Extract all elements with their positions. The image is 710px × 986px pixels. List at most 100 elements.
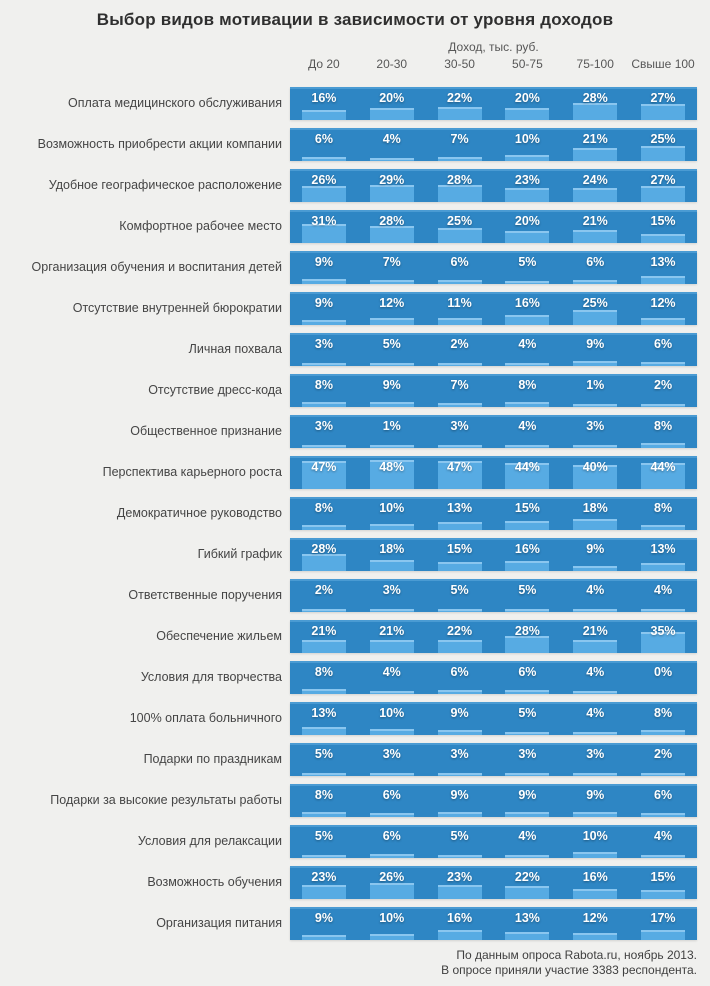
row-label: Подарки по праздникам: [143, 752, 282, 766]
value-cell: 0%: [629, 661, 697, 694]
value-bar: [301, 934, 346, 940]
value-text: 11%: [447, 296, 472, 310]
value-cell: 8%: [493, 374, 561, 407]
value-text: 5%: [314, 747, 333, 761]
value-bar: [369, 401, 414, 407]
row-band: 5% 6% 5% 4% 10% 4%: [290, 825, 697, 858]
value-cell: 15%: [426, 538, 494, 571]
row-label: Перспектива карьерного роста: [102, 465, 282, 479]
value-bar: [301, 402, 346, 407]
value-bar: [573, 103, 618, 120]
row-label: Комфортное рабочее место: [119, 219, 282, 233]
value-text: 0%: [654, 665, 673, 679]
value-cell: 3%: [358, 579, 426, 612]
value-cell: 3%: [290, 415, 358, 448]
value-cell: 3%: [290, 333, 358, 366]
value-text: 3%: [586, 419, 605, 433]
value-cell: 40%: [561, 456, 629, 489]
table-row: Демократичное руководство 8% 10% 13% 15% 18% 8…: [0, 497, 710, 530]
column-label: Свыше 100: [631, 57, 695, 71]
value-text: 3%: [586, 747, 605, 761]
value-text: 6%: [314, 132, 333, 146]
value-bar: [301, 525, 346, 530]
value-cell: 15%: [493, 497, 561, 530]
value-text: 13%: [650, 542, 676, 556]
value-cell: 5%: [290, 743, 358, 776]
row-label: Организация питания: [156, 916, 282, 930]
value-bar: [573, 280, 618, 284]
value-cell: 9%: [426, 702, 494, 735]
value-bar: [573, 404, 618, 407]
value-text: 27%: [650, 173, 676, 187]
value-cell: 12%: [629, 292, 697, 325]
value-text: 1%: [586, 378, 605, 392]
value-text: 28%: [311, 542, 337, 556]
value-text: 26%: [379, 870, 405, 884]
value-text: 4%: [518, 419, 537, 433]
value-bar: [641, 146, 686, 161]
value-cell: 6%: [426, 251, 494, 284]
value-cell: 8%: [290, 661, 358, 694]
table-row: Отсутствие дресс-кода 8% 9% 7% 8% 1% 2%: [0, 374, 710, 407]
row-band: 6% 4% 7% 10% 21% 25%: [290, 128, 697, 161]
value-text: 5%: [314, 829, 333, 843]
value-text: 10%: [514, 132, 540, 146]
row-band: 21% 21% 22% 28% 21% 35%: [290, 620, 697, 653]
value-cell: 7%: [426, 374, 494, 407]
value-text: 9%: [450, 788, 469, 802]
value-cell: 16%: [290, 87, 358, 120]
value-text: 4%: [586, 583, 605, 597]
value-cell: 4%: [493, 333, 561, 366]
row-label: Ответственные поручения: [128, 588, 282, 602]
value-cell: 1%: [358, 415, 426, 448]
value-cell: 11%: [426, 292, 494, 325]
value-text: 28%: [514, 624, 540, 638]
value-cell: 6%: [629, 333, 697, 366]
table-row: Условия для творчества 8% 4% 6% 6% 4% 0%: [0, 661, 710, 694]
row-label: Удобное географическое расположение: [48, 178, 282, 192]
value-cell: 6%: [629, 784, 697, 817]
value-bar: [301, 445, 346, 448]
value-text: 21%: [582, 624, 608, 638]
row-band: 8% 6% 9% 9% 9% 6%: [290, 784, 697, 817]
value-cell: 7%: [358, 251, 426, 284]
value-text: 9%: [314, 296, 333, 310]
value-text: 4%: [518, 829, 537, 843]
value-bar: [573, 640, 618, 653]
value-cell: 47%: [290, 456, 358, 489]
value-bar: [505, 561, 550, 571]
value-bar: [505, 932, 550, 940]
value-cell: 9%: [290, 292, 358, 325]
value-text: 16%: [514, 542, 540, 556]
table-row: Возможность обучения 23% 26% 23% 22% 16% 15%: [0, 866, 710, 899]
value-text: 12%: [582, 911, 608, 925]
value-text: 10%: [582, 829, 608, 843]
value-text: 25%: [650, 132, 676, 146]
value-cell: 22%: [493, 866, 561, 899]
value-text: 7%: [450, 132, 469, 146]
row-label: Общественное признание: [130, 424, 282, 438]
value-bar: [301, 224, 346, 243]
value-bar: [437, 402, 482, 407]
value-text: 9%: [314, 911, 333, 925]
chart-title: Выбор видов мотивации в зависимости от у…: [96, 10, 614, 29]
value-text: 8%: [314, 665, 333, 679]
value-cell: 5%: [426, 579, 494, 612]
source-note-line-2: В опросе приняли участие 3383 респондент…: [441, 963, 697, 977]
value-cell: 9%: [561, 784, 629, 817]
value-cell: 21%: [290, 620, 358, 653]
value-text: 6%: [450, 665, 469, 679]
row-band: 8% 9% 7% 8% 1% 2%: [290, 374, 697, 407]
value-bar: [437, 609, 482, 612]
value-text: 22%: [447, 624, 473, 638]
value-text: 3%: [314, 419, 333, 433]
value-cell: 2%: [290, 579, 358, 612]
value-cell: 8%: [290, 784, 358, 817]
table-row: Удобное географическое расположение 26% 29…: [0, 169, 710, 202]
value-cell: 25%: [629, 128, 697, 161]
value-text: 9%: [586, 542, 605, 556]
value-text: 15%: [650, 870, 676, 884]
value-cell: 2%: [426, 333, 494, 366]
row-band: 5% 3% 3% 3% 3% 2%: [290, 743, 697, 776]
value-cell: 2%: [629, 743, 697, 776]
